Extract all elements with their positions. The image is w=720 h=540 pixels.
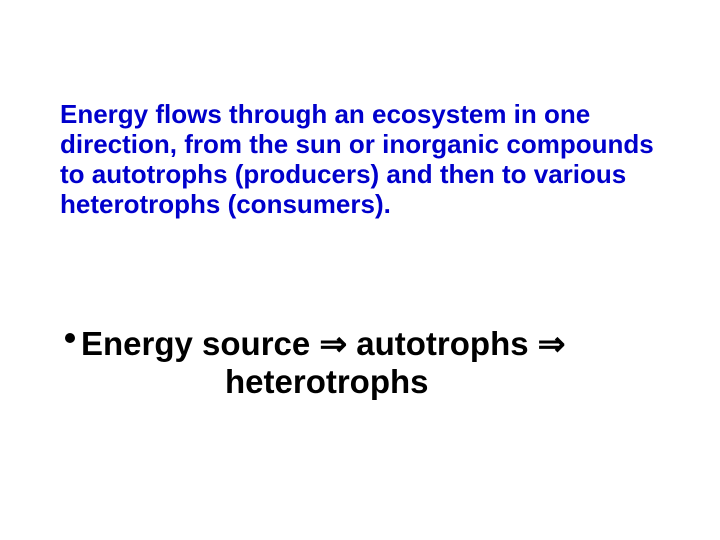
energy-flow-paragraph: Energy flows through an ecosystem in one… [60,100,670,220]
slide: Energy flows through an ecosystem in one… [0,0,720,540]
flow-text-energy-source: Energy source [81,325,319,362]
energy-flow-summary: Energy source ⇒ autotrophs ⇒ heterotroph… [65,325,675,401]
bullet-dot-icon [65,333,75,343]
flow-text-heterotrophs: heterotrophs [65,363,675,401]
arrow-right-icon: ⇒ [319,325,347,362]
flow-text-autotrophs: autotrophs [347,325,538,362]
arrow-right-icon: ⇒ [538,325,566,362]
